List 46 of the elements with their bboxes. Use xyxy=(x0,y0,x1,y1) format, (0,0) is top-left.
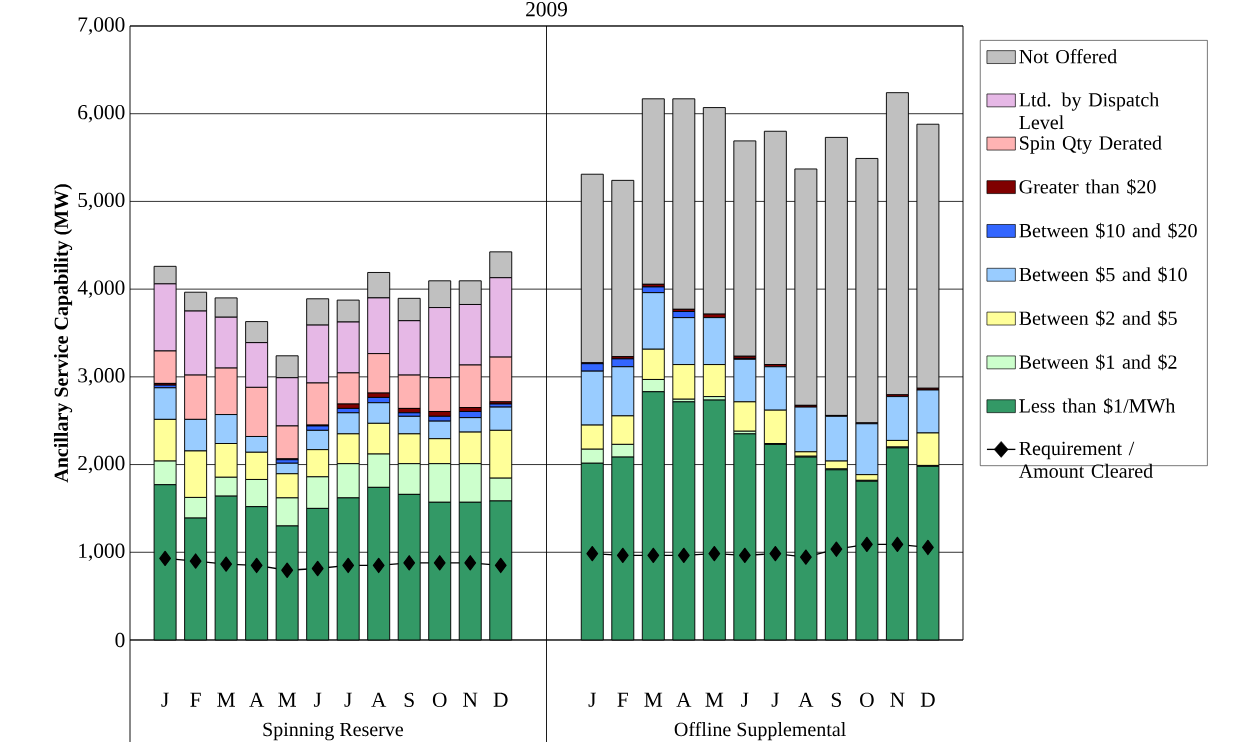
x-tick-label: N xyxy=(890,692,905,707)
x-tick-label: J xyxy=(588,692,596,707)
y-tick-label: 5,000 xyxy=(78,192,125,211)
chart-title: 2009 xyxy=(526,2,567,17)
y-tick-label: 7,000 xyxy=(78,17,125,35)
legend-label: Not Offered xyxy=(1019,49,1117,64)
x-tick-label: D xyxy=(920,692,935,707)
y-tick-label: 3,000 xyxy=(78,368,125,386)
x-tick-label: M xyxy=(278,692,296,707)
x-tick-label: J xyxy=(344,692,352,707)
x-tick-label: S xyxy=(404,692,414,708)
legend-label: Ltd. by Dispatch Level xyxy=(1019,92,1159,130)
x-tick-label: J xyxy=(741,692,749,707)
x-tick-label: A xyxy=(676,692,692,707)
x-tick-label: J xyxy=(161,692,169,707)
y-tick-label: 0 xyxy=(115,632,125,648)
y-tick-label: 4,000 xyxy=(77,280,125,298)
x-tick-label: N xyxy=(463,692,478,707)
x-tick-label: D xyxy=(493,692,508,707)
y-tick-label: 2,000 xyxy=(78,455,125,474)
x-tick-label: A xyxy=(249,692,265,707)
y-tick-label: 1,000 xyxy=(79,543,125,562)
y-axis-title: Ancillary Service Capability (MW) xyxy=(53,184,73,483)
legend-label: Between $1 and $2 xyxy=(1019,354,1177,371)
x-tick-label: J xyxy=(771,692,780,707)
legend-label: Greater than $20 xyxy=(1019,178,1156,195)
legend-label: Between $5 and $10 xyxy=(1019,266,1187,283)
x-tick-label: S xyxy=(831,692,841,708)
x-tick-label: O xyxy=(432,692,447,708)
y-tick-label: 6,000 xyxy=(78,104,125,123)
x-tick-label: J xyxy=(313,692,322,707)
legend-label: Requirement / Amount Cleared xyxy=(1018,441,1153,478)
legend-label: Between $10 and $20 xyxy=(1019,222,1197,239)
text: Spinning Reserve xyxy=(263,722,404,741)
x-tick-label: F xyxy=(190,692,201,707)
x-tick-label: O xyxy=(860,692,874,708)
x-tick-label: A xyxy=(371,692,387,707)
x-tick-label: M xyxy=(644,692,663,707)
x-tick-label: M xyxy=(705,692,724,707)
x-tick-label: M xyxy=(217,692,235,707)
x-tick-label: A xyxy=(798,692,814,707)
legend-label: Less than $1/MWh xyxy=(1019,397,1176,414)
text: Offline Supplemental xyxy=(674,721,846,741)
legend-label: Spin Qty Derated xyxy=(1020,135,1162,154)
x-tick-label: F xyxy=(617,692,628,707)
legend-label: Between $2 and $5 xyxy=(1019,310,1177,327)
